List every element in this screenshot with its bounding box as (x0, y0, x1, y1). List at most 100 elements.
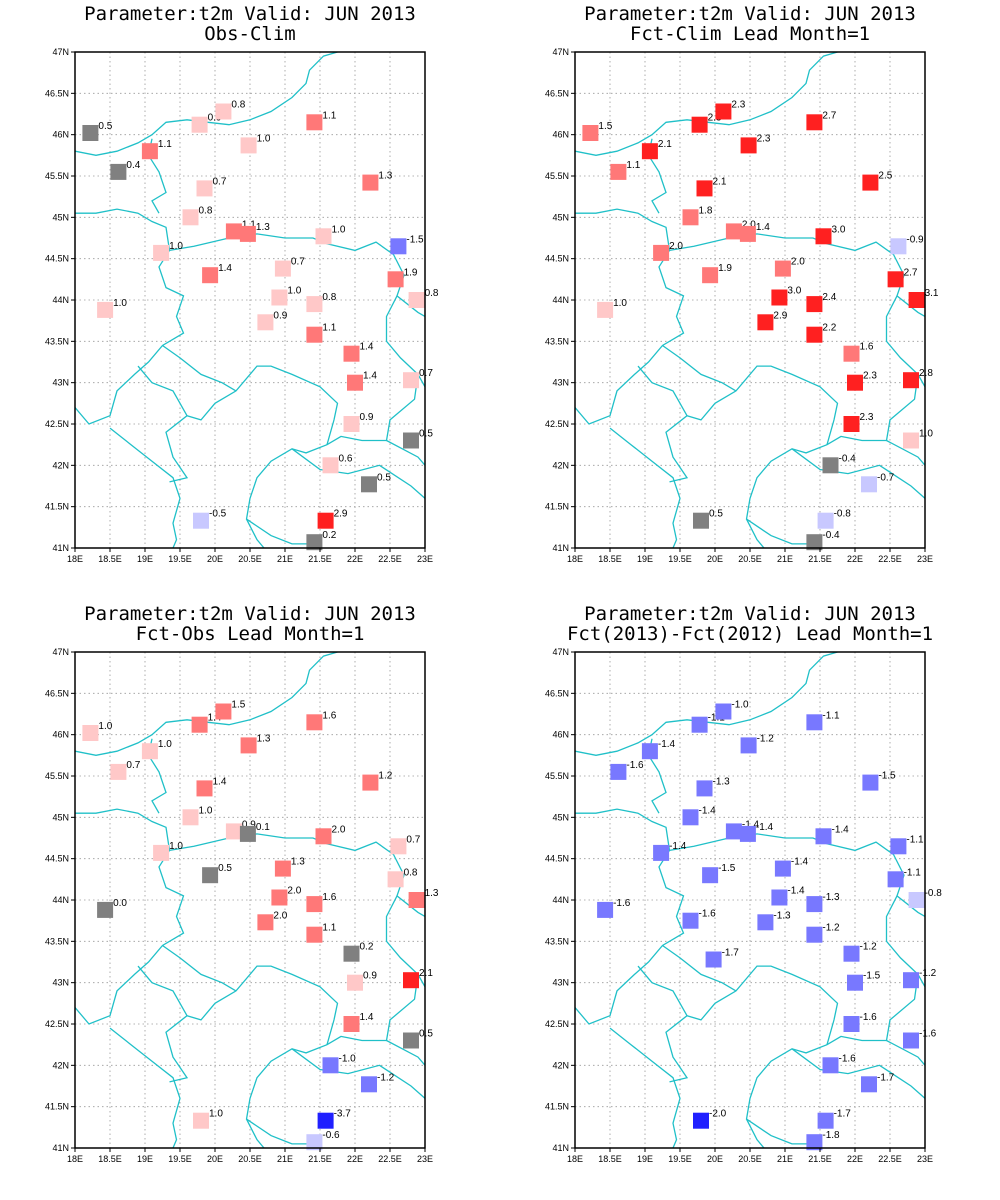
lat-tick-label: 42N (552, 460, 569, 470)
station-marker (806, 326, 823, 343)
station-marker (582, 125, 599, 141)
station-marker (390, 838, 407, 855)
lat-tick-label: 42.5N (545, 1019, 569, 1029)
station-value-label: 2.1 (713, 176, 727, 187)
station-marker (740, 137, 757, 154)
station-marker (725, 223, 742, 240)
station-value-label: -1.5 (718, 863, 736, 874)
lat-tick-label: 41.5N (45, 502, 69, 512)
lat-tick-label: 44.5N (45, 254, 69, 264)
border-line (665, 965, 839, 1083)
station-marker (403, 972, 419, 989)
station-marker (315, 828, 332, 845)
station-marker (739, 825, 756, 842)
station-marker (806, 714, 823, 731)
border-line (75, 808, 185, 1025)
lat-tick-label: 46N (552, 730, 569, 740)
station-value-label: 1.0 (113, 298, 127, 309)
border-line (137, 365, 188, 417)
station-value-label: 0.5 (709, 509, 723, 520)
station-value-label: 1.0 (209, 1109, 223, 1120)
station-value-label: 2.0 (742, 219, 756, 230)
lon-tick-label: 23E (917, 554, 933, 564)
station-value-label: 0.8 (322, 292, 336, 303)
border-line (575, 808, 685, 1025)
station-value-label: -1.5 (863, 971, 881, 982)
station-value-label: 1.3 (378, 171, 392, 182)
lat-tick-label: 46.5N (545, 88, 569, 98)
station-value-label: 1.1 (322, 110, 336, 121)
station-marker (362, 174, 379, 191)
station-value-label: 2.4 (822, 292, 836, 303)
station-value-label: -1.2 (377, 1072, 395, 1083)
station-value-label: 2.2 (822, 323, 836, 334)
border-line (637, 365, 688, 417)
border-line (745, 435, 887, 548)
border-line (246, 518, 313, 545)
station-marker (806, 1134, 823, 1151)
station-marker (610, 163, 627, 180)
station-marker (315, 228, 332, 245)
lat-tick-label: 43.5N (45, 936, 69, 946)
lon-tick-label: 19.5E (168, 1154, 192, 1164)
station-marker (193, 512, 209, 529)
station-value-label: 1.4 (213, 776, 227, 787)
station-value-label: 0.7 (126, 760, 140, 771)
border-line (791, 1048, 925, 1099)
station-value-label: 3.0 (832, 224, 846, 235)
station-marker (306, 296, 323, 313)
panel-title: Parameter:t2m Valid: JUN 2013 (584, 603, 916, 625)
lat-tick-label: 46N (552, 130, 569, 140)
station-value-label: -0.6 (322, 1130, 340, 1141)
axis-ticks: 18E 18.5E 19E 19.5E 20E 20.5E 21E 21.5E 22E 22.5E… (545, 47, 933, 564)
station-value-label: 1.1 (626, 160, 640, 171)
station-marker (215, 103, 232, 120)
station-marker (847, 974, 863, 991)
lat-tick-label: 44.5N (45, 854, 69, 864)
station-marker (322, 457, 339, 474)
station-marker (274, 860, 291, 877)
station-value-label: -0.5 (209, 509, 227, 520)
station-marker (202, 867, 219, 884)
lon-tick-label: 21.5E (308, 1154, 332, 1164)
border-line (575, 52, 838, 156)
station-marker (225, 223, 242, 240)
border-line (885, 974, 925, 1066)
station-marker (306, 926, 323, 943)
lat-tick-label: 45N (552, 212, 569, 222)
lon-tick-label: 22E (347, 554, 363, 564)
lon-tick-label: 18E (67, 1154, 83, 1164)
panel-subtitle: Obs-Clim (204, 23, 296, 45)
lon-tick-label: 18.5E (598, 1154, 622, 1164)
lat-tick-label: 43.5N (545, 336, 569, 346)
station-value-label: 0.9 (273, 310, 287, 321)
station-marker (403, 372, 419, 389)
station-value-label: 2.7 (904, 267, 918, 278)
station-marker (715, 103, 732, 120)
station-marker (771, 889, 788, 906)
lon-tick-label: 21.5E (308, 554, 332, 564)
border-line (385, 974, 425, 1066)
station-marker (682, 809, 699, 826)
station-marker (693, 512, 709, 529)
station-value-label: -0.8 (834, 509, 852, 520)
station-marker (271, 889, 288, 906)
station-value-label: 1.0 (169, 841, 183, 852)
station-value-label: 1.3 (256, 222, 270, 233)
station-value-label: 0.8 (404, 867, 418, 878)
lat-tick-label: 42N (552, 1060, 569, 1070)
station-marker (257, 314, 274, 331)
station-value-label: 0.9 (360, 412, 374, 423)
lon-tick-label: 19E (637, 554, 653, 564)
lon-tick-label: 20.5E (238, 1154, 262, 1164)
station-marker (696, 180, 713, 197)
station-value-label: 0.0 (113, 898, 127, 909)
station-value-label: 1.0 (199, 805, 213, 816)
station-marker (822, 457, 839, 474)
lon-tick-label: 20E (207, 554, 223, 564)
station-marker (191, 716, 208, 733)
station-value-label: -1.4 (742, 819, 760, 830)
station-marker (343, 945, 360, 962)
station-value-label: 1.4 (360, 1012, 374, 1023)
lat-tick-label: 44N (52, 895, 69, 905)
